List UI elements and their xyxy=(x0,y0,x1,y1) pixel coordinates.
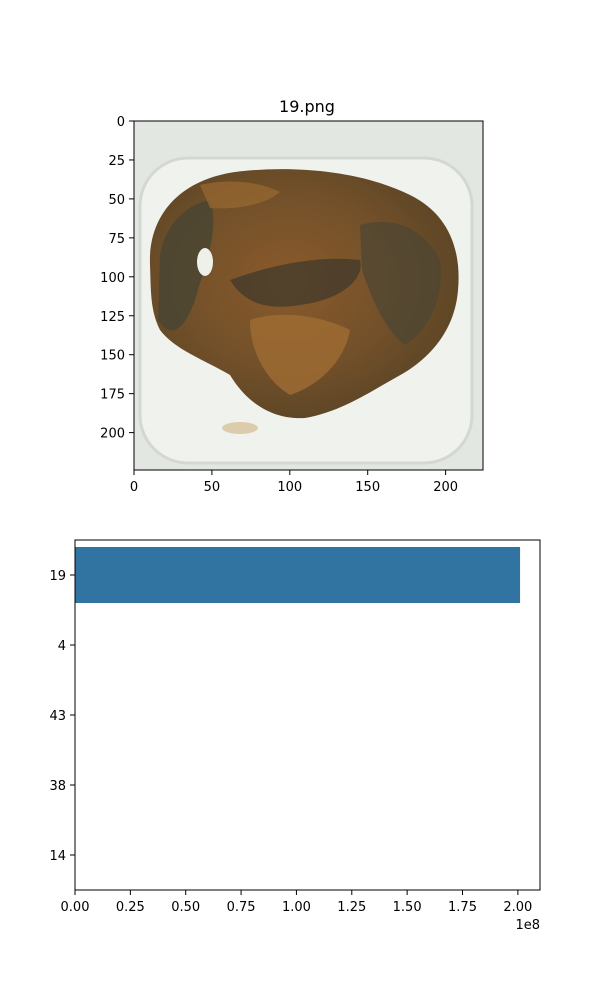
image-x-tick-label: 0 xyxy=(130,480,138,495)
image-x-tick-label: 200 xyxy=(433,480,458,495)
image-x-tick-label: 50 xyxy=(204,480,221,495)
image-y-tick-label: 200 xyxy=(100,427,125,442)
image-x-ticks: 0 50 100 150 200 xyxy=(130,470,458,495)
bars xyxy=(75,547,521,603)
image-y-tick-label: 75 xyxy=(108,232,125,247)
image-y-tick-label: 0 xyxy=(117,115,125,130)
bar-x-tick-label: 1.50 xyxy=(393,900,422,915)
food-dark-center xyxy=(230,258,361,307)
bar-y-tick-label: 19 xyxy=(49,569,66,584)
bar-axes: 19 4 43 38 14 0.00 0.25 0.50 0.75 1.00 1.25 1.50 1.… xyxy=(49,539,541,933)
bar-x-tick-label: 1.00 xyxy=(282,900,311,915)
bar-y-ticks: 19 4 43 38 14 xyxy=(49,569,75,864)
image-y-tick-label: 100 xyxy=(100,271,125,286)
image-x-tick-label: 100 xyxy=(277,480,302,495)
sauce-spot xyxy=(222,422,258,434)
food-light-bottom xyxy=(250,314,350,395)
bar-y-tick-label: 43 xyxy=(49,709,66,724)
image-y-tick-label: 150 xyxy=(100,349,125,364)
bar-x-tick-label: 0.50 xyxy=(171,900,200,915)
x-offset-label: 1e8 xyxy=(515,918,540,933)
image-axes-frame xyxy=(133,120,484,471)
image-y-tick-label: 125 xyxy=(100,310,125,325)
image-y-ticks: 0 25 50 75 100 125 150 175 200 xyxy=(100,115,134,442)
food-dark-left xyxy=(158,200,214,331)
bar-y-tick-label: 14 xyxy=(49,849,66,864)
image-axes: 19.png 0 50 100 150 200 0 25 50 75 100 xyxy=(100,97,484,495)
bar xyxy=(75,547,521,603)
bar-x-tick-label: 0.75 xyxy=(227,900,256,915)
bar-x-tick-label: 2.00 xyxy=(503,900,532,915)
image-x-tick-label: 150 xyxy=(355,480,380,495)
food-highlight xyxy=(197,248,213,276)
bar-x-tick-label: 0.00 xyxy=(61,900,90,915)
food-image xyxy=(134,121,483,470)
bar-x-tick-label: 1.25 xyxy=(337,900,366,915)
bar-y-tick-label: 38 xyxy=(49,779,66,794)
bar-x-tick-label: 1.75 xyxy=(448,900,477,915)
image-title: 19.png xyxy=(279,97,335,116)
food-dark-right xyxy=(360,221,441,345)
image-y-tick-label: 175 xyxy=(100,388,125,403)
bar-x-ticks: 0.00 0.25 0.50 0.75 1.00 1.25 1.50 1.75 2.00 xyxy=(61,890,532,915)
bar-x-tick-label: 0.25 xyxy=(116,900,145,915)
food-light-top xyxy=(200,181,280,209)
bar-y-tick-label: 4 xyxy=(58,639,66,654)
image-y-tick-label: 25 xyxy=(108,154,125,169)
image-y-tick-label: 50 xyxy=(108,193,125,208)
